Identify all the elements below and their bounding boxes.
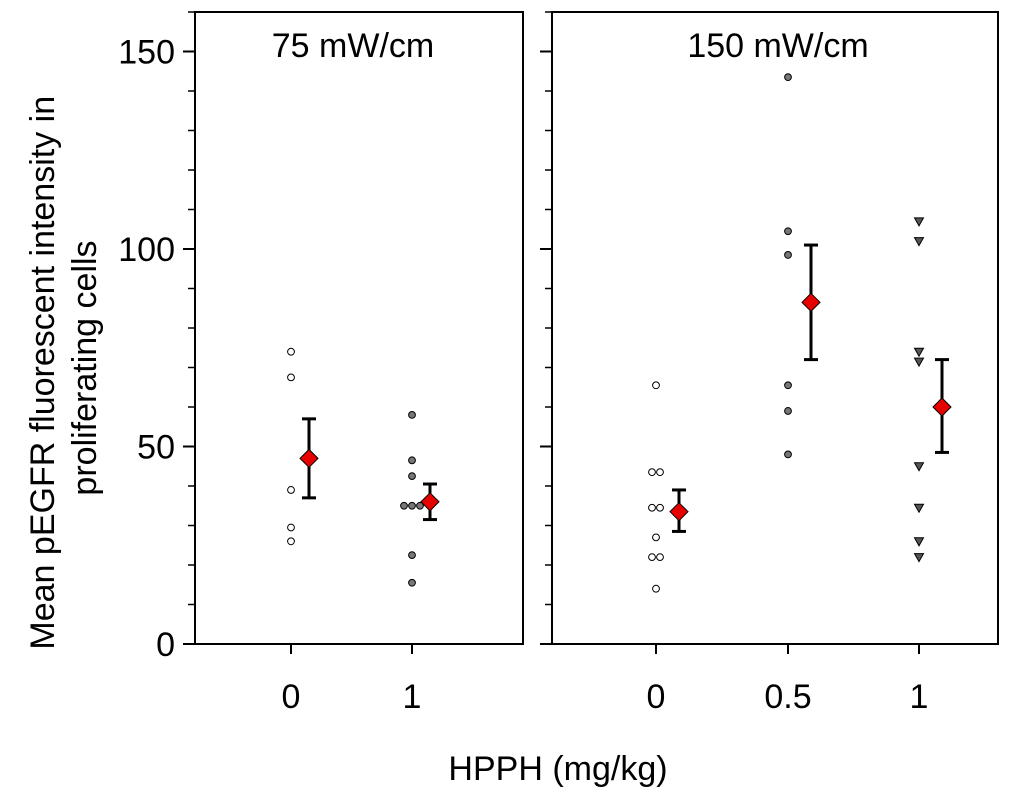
mean-marker-p0-g1 bbox=[420, 492, 440, 512]
data-point-p1-g2-4 bbox=[913, 462, 925, 472]
axis-ticks-group: 0 50 100 150 0 1 0 0.5 1 bbox=[118, 11, 929, 716]
data-point-p0-g0-2 bbox=[287, 486, 295, 494]
data-point-p0-g0-0 bbox=[287, 347, 295, 356]
panel-title-75: 75 mW/cm bbox=[272, 27, 434, 65]
data-point-p0-g0-1 bbox=[287, 373, 295, 382]
y-axis-title-line-2: proliferating cells bbox=[66, 240, 104, 495]
y-tick-label-150: 150 bbox=[118, 34, 175, 72]
data-point-p1-g0-8 bbox=[652, 584, 660, 593]
panel-frame-75 bbox=[194, 11, 524, 645]
data-point-p1-g1-1 bbox=[784, 227, 792, 236]
y-axis-title-line-1: Mean pEGFR fluorescent intensity in bbox=[24, 96, 62, 650]
data-point-p0-g0-3 bbox=[287, 523, 295, 532]
data-point-p1-g2-6 bbox=[913, 537, 925, 547]
data-points-group bbox=[287, 73, 925, 593]
panel-title-150: 150 mW/cm bbox=[687, 27, 868, 65]
data-point-p1-g0-1 bbox=[648, 468, 656, 477]
data-point-p0-g1-2 bbox=[408, 472, 416, 481]
x-tick-label-p0-0: 0 bbox=[282, 678, 301, 716]
x-tick-label-p1-2: 1 bbox=[910, 678, 929, 716]
x-tick-label-p1-0: 0 bbox=[647, 678, 666, 716]
data-point-p1-g0-2 bbox=[656, 468, 664, 477]
data-point-p0-g1-0 bbox=[408, 411, 416, 419]
data-point-p0-g0-4 bbox=[287, 537, 295, 546]
data-point-p1-g0-3 bbox=[648, 503, 656, 512]
data-point-p1-g0-6 bbox=[648, 553, 656, 561]
data-point-p0-g1-3 bbox=[400, 501, 408, 510]
data-point-p0-g1-4 bbox=[408, 501, 416, 510]
y-tick-label-100: 100 bbox=[118, 231, 175, 269]
data-point-p0-g1-5 bbox=[416, 501, 424, 510]
data-point-p1-g2-7 bbox=[913, 553, 925, 563]
data-point-p1-g1-2 bbox=[784, 251, 792, 259]
mean-marker-p1-g0 bbox=[669, 501, 689, 522]
data-point-p1-g1-5 bbox=[784, 450, 792, 459]
data-point-p1-g2-3 bbox=[913, 357, 925, 368]
data-point-p1-g1-0 bbox=[784, 73, 792, 82]
data-point-p1-g2-5 bbox=[913, 503, 925, 514]
data-point-p1-g0-5 bbox=[652, 533, 660, 542]
data-point-p1-g1-3 bbox=[784, 381, 792, 390]
data-point-p0-g1-6 bbox=[408, 551, 416, 560]
data-point-p0-g1-7 bbox=[408, 578, 416, 587]
data-point-p0-g1-1 bbox=[408, 456, 416, 465]
data-point-p1-g2-1 bbox=[913, 237, 925, 247]
x-tick-label-p0-1: 1 bbox=[403, 678, 422, 716]
x-axis-title: HPPH (mg/kg) bbox=[448, 750, 667, 788]
panel-frame-150 bbox=[551, 11, 999, 645]
y-axis-title: Mean pEGFR fluorescent intensity in prol… bbox=[24, 86, 104, 649]
data-point-p1-g2-2 bbox=[913, 347, 925, 358]
mean-markers-group bbox=[299, 243, 952, 533]
y-tick-label-50: 50 bbox=[137, 429, 175, 467]
y-tick-label-0: 0 bbox=[156, 626, 175, 664]
data-point-p1-g2-0 bbox=[913, 217, 925, 227]
mean-marker-p0-g0 bbox=[299, 448, 319, 469]
mean-marker-p1-g1 bbox=[801, 292, 821, 313]
data-point-p1-g0-4 bbox=[656, 503, 664, 512]
mean-marker-p1-g2 bbox=[932, 397, 952, 417]
data-point-p1-g0-0 bbox=[652, 381, 660, 390]
data-point-p1-g1-4 bbox=[784, 407, 792, 415]
x-tick-label-p1-1: 0.5 bbox=[764, 678, 811, 716]
data-point-p1-g0-7 bbox=[656, 553, 664, 561]
